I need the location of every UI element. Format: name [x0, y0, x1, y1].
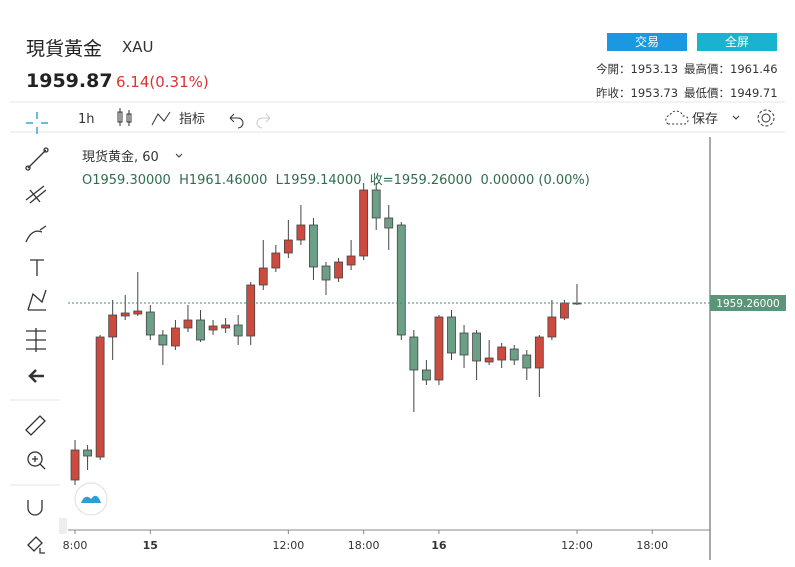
candle-body: [371, 189, 381, 219]
candle-body: [283, 239, 293, 254]
stat: 昨收：1953.73: [596, 85, 678, 101]
candle-body: [497, 346, 507, 361]
trade-button[interactable]: 交易: [607, 33, 687, 51]
candle-body: [459, 332, 469, 356]
candle-body: [108, 314, 118, 338]
stat-value: 1949.71: [730, 86, 778, 100]
indicators-button[interactable]: 指标: [179, 112, 205, 127]
redo-button: [256, 113, 271, 129]
candle-body: [221, 324, 231, 329]
candle-body: [384, 217, 394, 229]
candle-body: [271, 252, 281, 269]
save-menu[interactable]: [732, 115, 740, 120]
collapse-handle[interactable]: [59, 518, 67, 534]
drawing-tools[interactable]: [25, 147, 49, 554]
candle-body: [421, 369, 431, 381]
candle-body: [296, 224, 306, 241]
candle-body: [133, 310, 143, 315]
x-tick-label: 8:00: [63, 539, 88, 552]
candle-body: [70, 449, 80, 481]
price: 1959.87: [26, 70, 113, 92]
candle-body: [359, 189, 369, 257]
stat-value: 1961.46: [730, 62, 778, 76]
candle-body: [334, 261, 343, 279]
candle-body: [95, 336, 105, 458]
symbol: XAU: [122, 38, 154, 56]
settings-button[interactable]: [761, 113, 771, 123]
stat-label: 今開：: [596, 62, 631, 76]
x-tick-label: 18:00: [348, 539, 380, 552]
stat-label: 最低價：: [684, 86, 730, 100]
stat: 最高價：1961.46: [684, 61, 778, 77]
x-tick-label: 15: [143, 539, 158, 552]
candle-body: [396, 224, 406, 336]
chart-title: 現货黄金, 60: [82, 149, 159, 165]
price-change: 6.14(0.31%): [116, 73, 209, 91]
stat: 最低價：1949.71: [684, 85, 778, 101]
candle-body: [145, 311, 155, 336]
candle-body: [120, 312, 130, 317]
fullscreen-button[interactable]: 全屏: [697, 33, 777, 51]
candle-body: [246, 284, 256, 337]
last-price-label: 1959.26000: [716, 298, 779, 310]
candle-body: [321, 265, 331, 281]
save-button[interactable]: 保存: [692, 112, 718, 127]
candle-body: [196, 319, 205, 341]
x-tick-label: 12:00: [273, 539, 305, 552]
candle-body: [309, 224, 318, 268]
candle-body: [509, 348, 519, 361]
candle-body: [484, 357, 494, 363]
candle-body: [258, 267, 268, 286]
x-tick-label: 18:00: [636, 539, 668, 552]
stat-value: 1953.13: [630, 62, 679, 76]
candle-body: [171, 327, 180, 347]
ohlc-legend: O1959.30000 H1961.46000 L1959.14000 收=19…: [82, 173, 590, 188]
candle-body: [547, 316, 557, 338]
candle-body: [560, 302, 569, 319]
candle-body: [472, 332, 481, 362]
stat-label: 昨收：: [596, 86, 631, 100]
candle-body: [158, 334, 168, 346]
instrument-name: 現貨黃金: [26, 38, 103, 60]
candle-body: [409, 336, 419, 371]
stat: 今開：1953.13: [596, 61, 678, 77]
settings-gear: [757, 109, 775, 127]
candle-body: [233, 324, 243, 337]
interval-button[interactable]: 1h: [78, 112, 95, 127]
undo-button[interactable]: [229, 113, 244, 129]
x-tick-label: 12:00: [561, 539, 593, 552]
candle-body: [534, 336, 544, 369]
candle-body: [447, 316, 456, 354]
stat-label: 最高價：: [684, 62, 730, 76]
last-price-tag: [710, 295, 786, 311]
candle-body: [346, 255, 356, 266]
candle-body: [522, 354, 532, 369]
save-icon[interactable]: [665, 110, 689, 125]
candle-type-button[interactable]: [117, 108, 132, 126]
logo-mark: [81, 495, 101, 503]
crosshair-tool[interactable]: [26, 112, 48, 134]
indicator-icon[interactable]: [151, 111, 171, 126]
title-menu[interactable]: [175, 153, 183, 158]
candle-body: [208, 325, 218, 331]
stat-value: 1953.73: [630, 86, 679, 100]
x-tick-label: 16: [431, 539, 447, 552]
candle-body: [183, 319, 193, 329]
candle-body: [434, 316, 444, 381]
candle-body: [83, 449, 92, 457]
